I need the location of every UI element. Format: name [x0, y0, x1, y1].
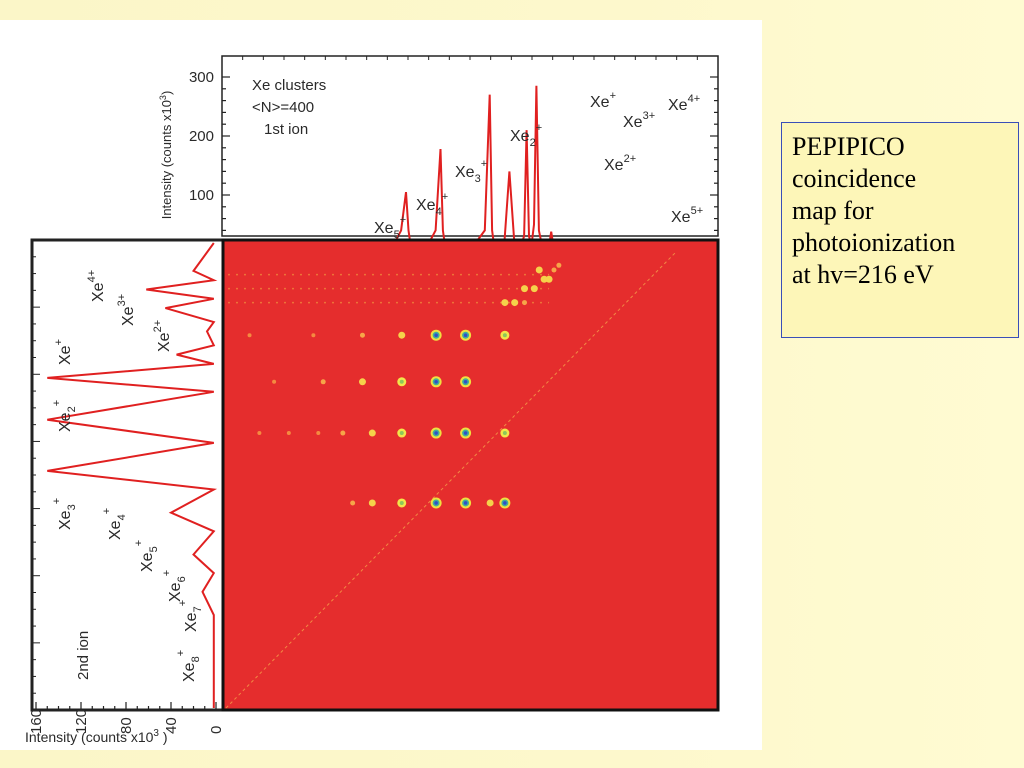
left-peak-label: Xe8+ [175, 650, 202, 682]
top-y-axis-label-close: ) [159, 91, 174, 95]
top-peak-label: Xe4+ [668, 93, 700, 114]
top-y-axis-label: Intensity (counts x103) [158, 91, 174, 220]
map-streaks [228, 273, 550, 304]
map-spot [430, 376, 442, 388]
left-x-axis-label-main: Intensity (counts x10 [25, 729, 154, 745]
left-x-axis-label-sup: 3 [153, 728, 159, 739]
map-spot [430, 497, 442, 509]
map-spots [247, 262, 562, 509]
map-spot [311, 333, 316, 338]
map-spot [257, 431, 262, 436]
coincidence-map [221, 238, 720, 712]
left-peak-label: Xe3+ [51, 498, 78, 530]
left-peak-label: Xe+ [53, 339, 74, 365]
map-spot [368, 499, 376, 507]
top-legend-line-3: 1st ion [264, 121, 308, 138]
map-spot [430, 329, 442, 341]
left-peak-label: Xe4+ [101, 508, 128, 540]
top-y-axis-label-main: Intensity (counts x10 [159, 100, 174, 219]
caption-line-2: coincidence [792, 164, 917, 193]
pepipico-figure: 0100200300 Intensity (counts x103) Xe cl… [25, 55, 720, 745]
left-peak-label: Xe3+ [116, 294, 137, 326]
map-spot [340, 430, 346, 436]
map-spot [430, 427, 442, 439]
left-x-tick-label: 40 [163, 717, 180, 734]
caption-line-5: at hv=216 eV [792, 260, 934, 289]
top-legend-line-1: Xe clusters [252, 77, 326, 94]
map-spot [545, 275, 553, 283]
caption-line-3: map for [792, 196, 874, 225]
top-peak-label: Xe2+ [510, 122, 542, 149]
map-spot [286, 431, 291, 436]
map-spot [500, 330, 510, 340]
map-spot [397, 498, 407, 508]
left-spectrum-frame [30, 238, 225, 712]
top-peak-labels: Xe5+ Xe4+ Xe3+ Xe2+ Xe+ Xe3+ Xe4+ Xe2+ Xe5+ [374, 90, 703, 241]
map-spot [316, 431, 321, 436]
map-spot [501, 299, 509, 307]
top-y-tick-label: 300 [189, 69, 214, 86]
left-x-tick-label: 80 [118, 717, 135, 734]
left-x-axis-label-close: ) [159, 729, 168, 745]
top-legend-line-2: <N>=400 [252, 99, 314, 116]
left-spectrum-trace [47, 242, 218, 708]
map-spot [511, 299, 519, 307]
top-y-tick-labels: 0100200300 [189, 69, 214, 263]
map-spot [460, 497, 472, 509]
map-spot [358, 378, 366, 386]
left-peak-label: Xe5+ [133, 540, 160, 572]
left-peak-labels: Xe4+Xe3+Xe2+Xe+Xe2+Xe3+Xe4+Xe5+Xe6+Xe7+X… [51, 270, 204, 682]
caption-line-4: photoionization [792, 228, 956, 257]
top-peak-label: Xe4+ [416, 191, 448, 218]
top-peak-label: Xe5+ [374, 214, 406, 241]
top-peak-label: Xe3+ [455, 158, 487, 185]
top-y-tick-label: 100 [189, 187, 214, 204]
top-peak-label: Xe3+ [623, 110, 655, 131]
left-peak-label: Xe6+ [161, 570, 188, 602]
map-spot [460, 329, 472, 341]
map-spot [499, 497, 511, 509]
top-peak-label: Xe2+ [604, 153, 636, 174]
map-spot [500, 428, 510, 438]
left-x-tick-label: 0 [208, 726, 225, 734]
map-spot [320, 379, 326, 385]
top-y-axis-label-sup: 3 [158, 95, 168, 100]
map-spot [460, 427, 472, 439]
left-legend-2nd-ion: 2nd ion [75, 631, 92, 680]
map-spot [551, 267, 557, 273]
top-peak-label: Xe5+ [671, 205, 703, 226]
map-diagonal [225, 251, 677, 709]
left-x-tick-label: 120 [73, 709, 90, 734]
top-peak-label: Xe+ [590, 90, 616, 111]
map-spot [540, 275, 548, 283]
caption-box: PEPIPICO coincidence map for photoioniza… [781, 122, 1019, 338]
left-peak-label: Xe4+ [86, 270, 107, 302]
left-spectrum-ticks [32, 239, 217, 711]
left-peak-label: Xe2+ [152, 320, 173, 352]
map-spot [521, 285, 529, 293]
left-peak-label: Xe7+ [177, 600, 204, 632]
map-spot [522, 300, 528, 306]
map-spot [530, 285, 538, 293]
left-x-tick-labels: 160 120 80 40 0 [28, 709, 225, 734]
map-spot [247, 333, 252, 338]
map-spot [398, 331, 406, 339]
map-spot [397, 377, 407, 387]
top-spectrum-frame [221, 55, 719, 237]
figure-panel: 0100200300 Intensity (counts x103) Xe cl… [0, 20, 762, 750]
map-spot [272, 379, 277, 384]
map-spot [535, 266, 543, 274]
map-spot [359, 332, 365, 338]
left-peak-label: Xe2+ [51, 400, 78, 432]
map-spot [556, 262, 562, 268]
left-x-axis-label: Intensity (counts x103 ) [25, 728, 168, 745]
map-spot [397, 428, 407, 438]
caption-line-1: PEPIPICO [792, 132, 905, 161]
left-x-tick-label: 160 [28, 709, 45, 734]
map-spot [486, 499, 494, 507]
top-y-tick-label: 200 [189, 128, 214, 145]
map-spot [368, 429, 376, 437]
map-spot [350, 500, 356, 506]
map-spot [460, 376, 472, 388]
